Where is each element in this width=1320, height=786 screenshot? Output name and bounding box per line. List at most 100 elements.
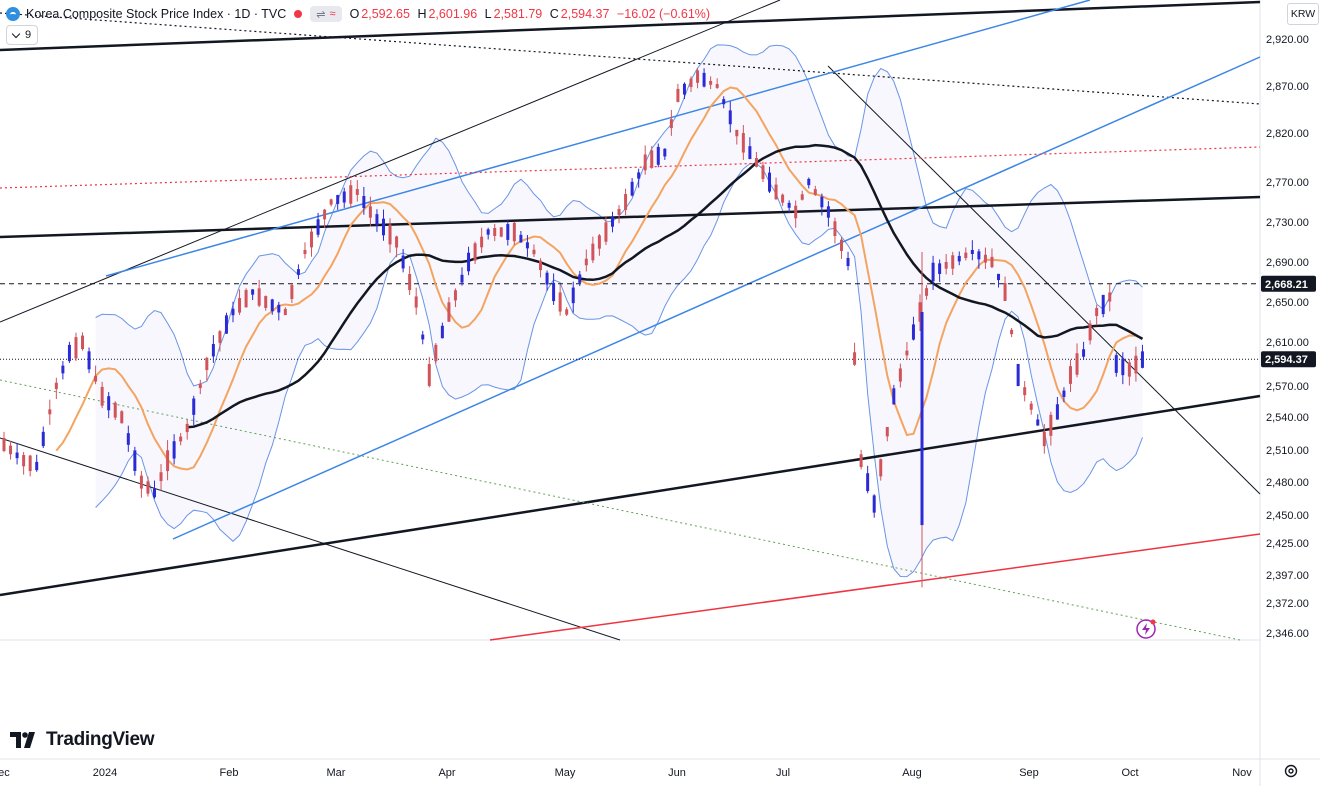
svg-text:2,594.37: 2,594.37 [1265,354,1308,366]
candle [591,236,595,264]
thin-black-down-right-trendline [827,65,1261,495]
indicators-toggle[interactable]: 9 [6,25,39,45]
candle [440,322,444,339]
candle [866,465,870,494]
candle [977,248,981,269]
price-tick-label: 2,372.00 [1266,598,1309,610]
indicators-count: 9 [25,29,32,41]
candle [938,259,942,282]
tradingview-logo[interactable]: TradingView [10,729,155,751]
candle [584,249,588,272]
price-tick-label: 2,820.00 [1266,128,1309,140]
candle [853,342,857,366]
candle [597,233,601,256]
candle [486,227,490,240]
time-label: Mar [327,767,346,779]
candle [251,289,255,301]
brand-name: TradingView [46,729,155,750]
candle [277,301,281,321]
candle [715,78,719,89]
lightning-alert-icon[interactable] [1136,619,1156,639]
candle [126,425,130,452]
candle [323,208,327,229]
chart-type-toggle[interactable]: ⇌ ≈ [310,6,342,22]
candle [741,125,745,160]
chevron-down-icon [11,29,21,38]
time-label: 2024 [93,767,117,779]
candle [728,101,732,133]
candle [781,193,785,206]
candle [951,251,955,276]
candle [624,188,628,216]
candle [539,258,543,278]
candle [460,267,464,286]
price-tick-label: 2,650.00 [1266,297,1309,309]
candle [205,356,209,381]
candle [1068,359,1072,392]
time-axis[interactable]: Dec 2024 Feb Mar Apr May Jun Jul Aug Sep Oct Nov [0,767,1252,779]
candle [257,279,261,308]
candle [885,426,889,442]
candle [401,249,405,273]
candle [768,166,772,194]
candle [1140,344,1144,369]
candlesticks [2,68,1144,588]
candle [696,68,700,89]
svg-text:2,668.21: 2,668.21 [1265,279,1308,291]
candle [722,96,726,109]
candle [709,76,713,90]
candle [381,209,385,241]
candle [329,198,333,207]
thin-black-down-left-trendline [0,437,621,641]
candle [296,264,300,280]
candle [159,464,163,491]
candle [565,307,569,317]
price-tick-label: 2,346.00 [1266,628,1309,640]
candle [558,284,562,316]
candle [1029,400,1033,415]
candle [41,426,45,449]
ohlc-values: O 2,592.65 H 2,601.96 L 2,581.79 C 2,594.37 … [349,7,711,21]
candle [395,235,399,258]
price-tick-label: 2,540.00 [1266,412,1309,424]
candle [1023,381,1027,402]
candle [650,146,654,169]
candle [434,342,438,364]
candle [1016,363,1020,387]
candle [839,237,843,259]
candle [81,332,85,351]
price-tick-label: 2,730.00 [1266,217,1309,229]
price-tick-label: 2,425.00 [1266,538,1309,550]
candle [224,312,228,334]
price-label[interactable]: 2,668.21 [1261,275,1316,292]
currency-selector[interactable]: KRW [1287,3,1319,25]
price-tick-label: 2,570.00 [1266,381,1309,393]
price-axis[interactable]: 2,920.00 2,870.00 2,820.00 2,770.00 2,730.00… [1261,34,1316,640]
candle [467,246,471,276]
candle [283,307,287,316]
change-value: −16.02 (−0.61%) [616,7,711,21]
time-label: Dec [0,767,10,779]
symbol-title[interactable]: Korea Composite Stock Price Index · 1D ·… [26,7,287,21]
candle [630,178,634,197]
candle [179,433,183,446]
candle [35,454,39,472]
price-label[interactable]: 2,594.37 [1261,351,1316,368]
blue-channel-top-trendline [105,0,1091,277]
symbol-legend[interactable]: Korea Composite Stock Price Index · 1D ·… [6,4,714,24]
candle [754,151,758,168]
time-label: Jul [776,767,790,779]
candle [1134,346,1138,382]
gear-icon[interactable] [1283,763,1299,779]
candle [231,301,235,323]
lower-band [95,162,1143,578]
candle [499,227,503,238]
candle [656,143,660,168]
candle [185,419,189,440]
candle [192,395,196,426]
candle [970,240,974,261]
candle [107,392,111,419]
candle [964,247,968,261]
candle [571,281,575,313]
